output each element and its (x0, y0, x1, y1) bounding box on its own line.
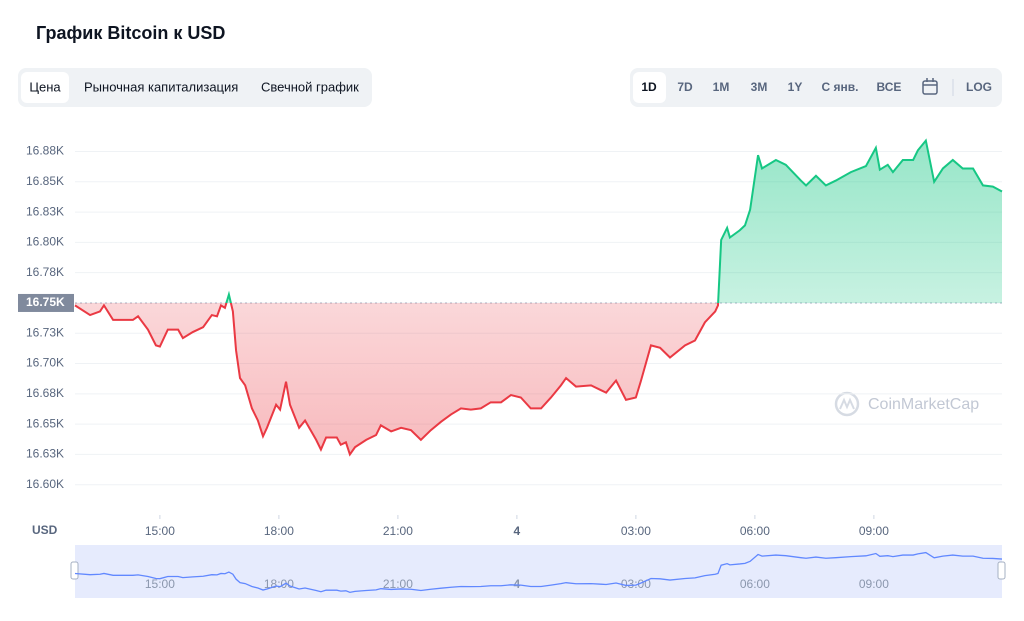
x-tick-label: 21:00 (383, 524, 413, 538)
range-button[interactable]: 1M (713, 80, 730, 94)
navigator-tick-label: 03:00 (621, 577, 651, 591)
navigator-tick-label: 21:00 (383, 577, 413, 591)
navigator-handle[interactable] (997, 561, 1006, 580)
range-button[interactable]: С янв. (822, 80, 859, 94)
range-selected (633, 72, 666, 103)
navigator-tick-label: 4 (514, 577, 521, 591)
price-line-down (74, 302, 720, 457)
range-button[interactable]: 1Y (788, 80, 803, 94)
range-button[interactable]: ВСЕ (877, 80, 902, 94)
y-tick-label: 16.85K (26, 174, 64, 188)
y-tick-label: 16.65K (26, 416, 64, 430)
current-label-box (18, 293, 74, 312)
navigator-tick-label: 06:00 (740, 577, 770, 591)
y-tick-label: 16.75K (26, 295, 65, 309)
range-group (630, 68, 1002, 107)
y-tick-label: 16.88K (26, 144, 64, 158)
navigator-line (74, 551, 1003, 594)
tab[interactable]: Свечной график (261, 79, 359, 94)
area-up (75, 140, 1002, 303)
navigator-tick-label: 15:00 (145, 577, 175, 591)
range-button[interactable]: 3M (751, 80, 768, 94)
y-tick-label: 16.80K (26, 235, 64, 249)
watermark-text: CoinMarketCap (868, 396, 979, 413)
log-button[interactable]: LOG (966, 80, 992, 94)
tab[interactable]: Рыночная капитализация (84, 79, 238, 94)
x-tick-label: 18:00 (264, 524, 294, 538)
chart-title: График Bitcoin к USD (36, 23, 225, 43)
x-tick-label: 03:00 (621, 524, 651, 538)
x-tick-label: 09:00 (859, 524, 889, 538)
y-tick-label: 16.63K (26, 447, 64, 461)
price-line-up (225, 138, 1003, 303)
x-tick-label: 4 (514, 524, 521, 538)
y-tick-label: 16.60K (26, 477, 64, 491)
watermark (834, 391, 860, 417)
tab-group (18, 68, 372, 107)
tab[interactable]: Цена (29, 79, 61, 94)
y-tick-label: 16.73K (26, 325, 64, 339)
calendar-icon[interactable] (922, 78, 938, 95)
range-button[interactable]: 1D (641, 80, 657, 94)
navigator-handle[interactable] (70, 561, 79, 580)
currency-label: USD (32, 523, 58, 537)
navigator[interactable] (75, 545, 1002, 598)
y-tick-label: 16.68K (26, 386, 64, 400)
range-button[interactable]: 7D (677, 80, 693, 94)
navigator-tick-label: 09:00 (859, 577, 889, 591)
y-tick-label: 16.83K (26, 204, 64, 218)
y-tick-label: 16.78K (26, 265, 64, 279)
tab-selected (21, 72, 69, 103)
x-tick-label: 15:00 (145, 524, 175, 538)
y-tick-label: 16.70K (26, 356, 64, 370)
x-tick-label: 06:00 (740, 524, 770, 538)
